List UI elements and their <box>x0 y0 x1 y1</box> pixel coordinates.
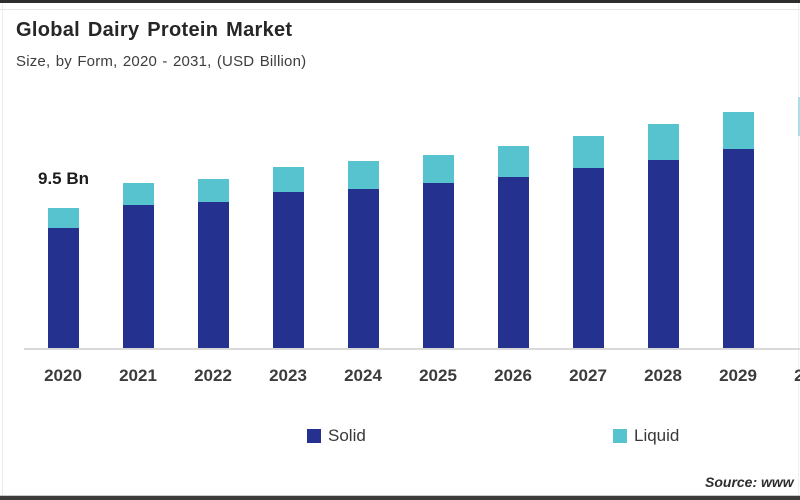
x-axis-label-2028: 2028 <box>644 366 682 385</box>
bar-2021-solid-segment <box>122 205 154 349</box>
bar-2030 <box>797 97 800 349</box>
bar-2021 <box>122 183 154 349</box>
bottom-border <box>0 495 800 500</box>
x-axis-label-2030: 2030 <box>794 366 800 385</box>
bar-2024-liquid-segment <box>347 161 379 190</box>
bar-2028-solid-segment <box>647 159 679 349</box>
bar-2024-solid-segment <box>347 189 379 349</box>
right-border <box>798 3 799 495</box>
x-axis-label-2021: 2021 <box>119 366 157 385</box>
x-axis-label-2029: 2029 <box>719 366 757 385</box>
x-axis-label-2026: 2026 <box>494 366 532 385</box>
bar-2025-solid-segment <box>422 183 454 349</box>
bar-2023 <box>272 166 304 349</box>
bar-2021-liquid-segment <box>122 183 154 206</box>
bar-2025-liquid-segment <box>422 155 454 184</box>
chart-subtitle: Size, by Form, 2020 - 2031, (USD Billion… <box>16 53 307 70</box>
bar-2028-liquid-segment <box>647 124 679 160</box>
bar-2020-solid-segment <box>47 227 79 349</box>
x-axis-label-2023: 2023 <box>269 366 307 385</box>
x-axis-label-2022: 2022 <box>194 366 232 385</box>
bar-2024 <box>347 161 379 349</box>
x-axis-line <box>24 348 800 350</box>
bar-2020-liquid-segment <box>47 208 79 228</box>
top-hairline <box>0 9 800 10</box>
bar-2027 <box>572 135 604 349</box>
bar-2023-solid-segment <box>272 192 304 349</box>
legend-item-solid: Solid <box>307 426 366 446</box>
bar-2020 <box>47 208 79 349</box>
solid-legend-swatch-icon <box>307 429 321 443</box>
bar-2029-solid-segment <box>722 149 754 349</box>
chart-legend: Solid Liquid <box>0 426 800 446</box>
liquid-legend-swatch-icon <box>613 429 627 443</box>
bar-2029 <box>722 112 754 349</box>
bar-2028 <box>647 124 679 349</box>
bar-2022 <box>197 178 229 349</box>
chart-title: Global Dairy Protein Market <box>16 19 293 41</box>
bar-2027-solid-segment <box>572 168 604 349</box>
bar-2022-solid-segment <box>197 202 229 349</box>
left-border <box>2 3 3 495</box>
value-annotation-2020: 9.5 Bn <box>38 169 90 188</box>
source-attribution: Source: www <box>705 474 794 490</box>
bar-2025 <box>422 155 454 349</box>
bar-2026-solid-segment <box>497 177 529 349</box>
x-axis-label-2025: 2025 <box>419 366 457 385</box>
bar-2030-liquid-segment-partial <box>797 97 800 136</box>
x-axis-label-2020: 2020 <box>44 366 82 385</box>
legend-item-liquid: Liquid <box>613 426 679 446</box>
liquid-legend-label: Liquid <box>634 426 680 445</box>
bar-2029-liquid-segment <box>722 112 754 150</box>
top-border <box>0 0 800 3</box>
bar-2027-liquid-segment <box>572 135 604 169</box>
bar-2026 <box>497 146 529 349</box>
solid-legend-label: Solid <box>328 426 366 445</box>
x-axis-label-2027: 2027 <box>569 366 607 385</box>
x-axis-label-2024: 2024 <box>344 366 382 385</box>
bar-2023-liquid-segment <box>272 166 304 193</box>
bar-2026-liquid-segment <box>497 146 529 178</box>
bar-2022-liquid-segment <box>197 178 229 203</box>
